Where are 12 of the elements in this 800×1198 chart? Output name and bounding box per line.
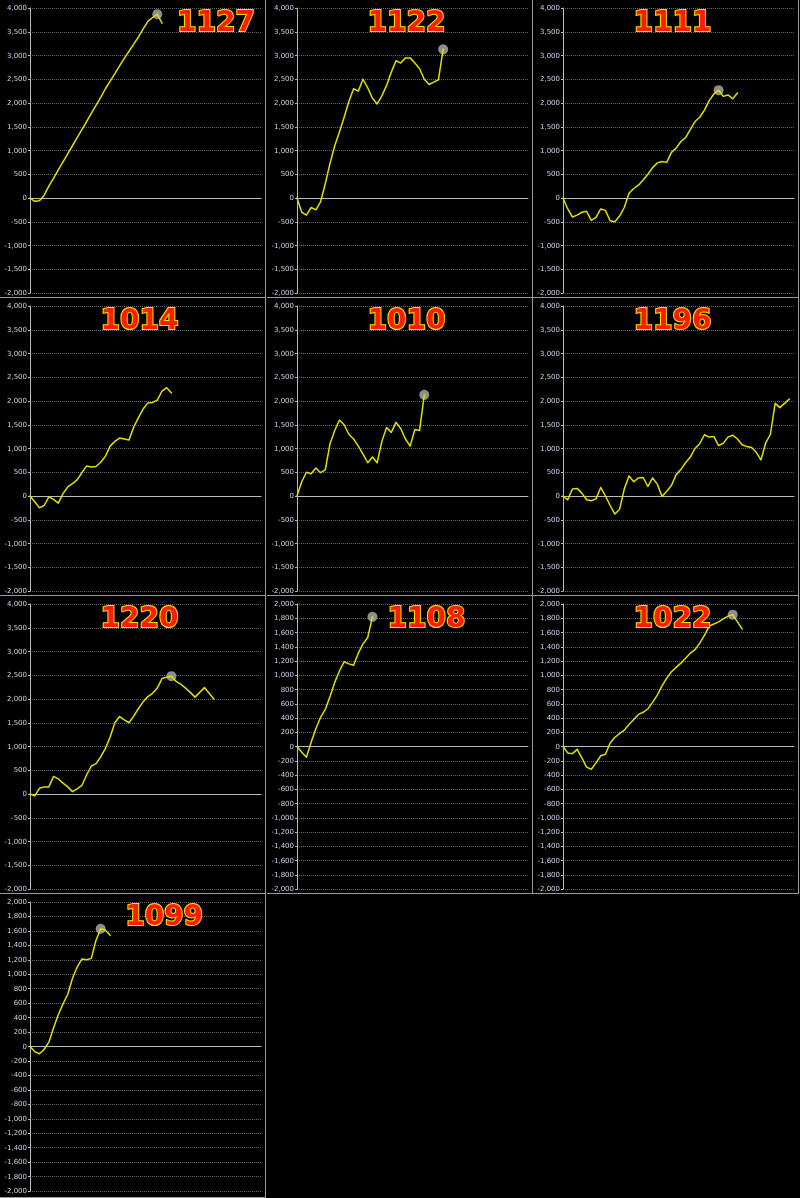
chart-title: 1108 (387, 600, 466, 634)
chart-title: 1014 (100, 302, 179, 336)
chart-title: 1220 (100, 600, 179, 634)
chart-title: 1127 (177, 4, 255, 38)
chart-title: 1099 (125, 898, 204, 932)
line-series (29, 386, 173, 509)
chart-title: 1122 (367, 4, 446, 38)
chart-title: 1010 (367, 302, 446, 336)
chart-title: 1111 (633, 4, 712, 38)
chart-title: 1022 (633, 600, 712, 634)
line-series (562, 398, 791, 515)
chart-title: 1196 (633, 302, 712, 336)
